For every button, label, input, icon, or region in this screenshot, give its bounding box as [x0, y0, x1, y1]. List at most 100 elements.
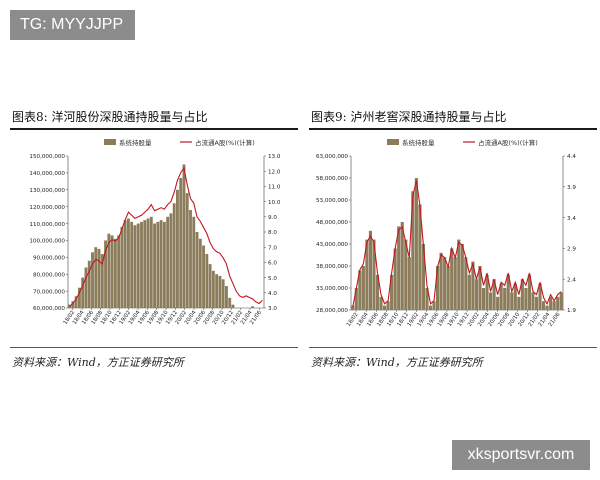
bar [506, 274, 510, 310]
bar [251, 306, 254, 308]
y-right-tick-label: 1.9 [567, 308, 576, 314]
bar [517, 296, 521, 310]
title-rule [309, 128, 597, 130]
bar [390, 274, 394, 310]
bar [208, 264, 212, 308]
y-left-tick-label: 63,000,000 [316, 154, 348, 160]
y-right-tick-label: 10.0 [268, 200, 281, 206]
bar [110, 235, 114, 308]
bar [453, 257, 457, 310]
bar [559, 292, 563, 310]
bar [159, 220, 163, 308]
y-right-tick-label: 3.4 [567, 216, 576, 222]
figure-8: 图表8: 洋河股份深股通持股量与占比 系统持股量 占流通A股(%)(计算) 150,… [10, 108, 298, 370]
y-left-tick-label: 53,000,000 [316, 198, 348, 204]
bar [397, 226, 401, 310]
y-left-tick-label: 120,000,000 [29, 205, 65, 211]
y-right-tick-label: 2.4 [567, 277, 576, 283]
y-left-tick-label: 60,000,000 [33, 306, 65, 312]
bar [215, 274, 219, 308]
figure-source: 资料来源：Wind，方正证券研究所 [311, 356, 483, 369]
y-right-tick-label: 2.9 [567, 247, 576, 253]
bar [136, 223, 140, 308]
bar [78, 287, 81, 308]
bar [71, 301, 75, 308]
bar [172, 203, 176, 308]
bar [407, 257, 411, 310]
bar [162, 221, 166, 308]
bar [513, 283, 517, 310]
y-left-tick-label: 38,000,000 [316, 264, 348, 270]
y-left-tick-label: 28,000,000 [316, 308, 348, 314]
bar [538, 283, 542, 310]
bar [418, 204, 422, 310]
bar [87, 260, 91, 308]
bar [354, 288, 358, 310]
bar [439, 252, 443, 310]
bar [457, 239, 461, 310]
bar [425, 288, 429, 310]
bar [179, 177, 183, 308]
bar [414, 178, 418, 310]
bar [211, 270, 215, 308]
y-right-tick-label: 5.0 [268, 276, 277, 282]
bar [81, 277, 85, 308]
y-left-tick-label: 80,000,000 [33, 272, 65, 278]
y-left-tick-label: 100,000,000 [29, 239, 65, 245]
bar [166, 216, 170, 308]
bar [549, 296, 553, 310]
y-left-tick-label: 90,000,000 [33, 256, 65, 262]
y-left-tick-label: 43,000,000 [316, 242, 348, 248]
bar [127, 218, 130, 308]
y-left-tick-label: 150,000,000 [29, 154, 65, 160]
y-right-tick-label: 11.0 [268, 185, 281, 191]
bar [520, 279, 524, 310]
bar [189, 210, 192, 308]
bar [471, 261, 475, 310]
watermark: xksportsvr.com [452, 440, 590, 470]
y-right-tick-label: 3.9 [567, 185, 576, 191]
bar [218, 275, 222, 308]
figure-9: 图表9: 泸州老窖深股通持股量与占比 系统持股量 占流通A股(%)(计算) 63,0… [309, 108, 597, 370]
bar [117, 235, 121, 308]
bar [386, 301, 390, 310]
bar [485, 274, 489, 310]
bar [113, 238, 117, 308]
bar [84, 267, 88, 308]
y-left-tick-label: 70,000,000 [33, 289, 65, 295]
legend-bar-swatch [104, 139, 116, 145]
bar [94, 247, 98, 308]
bar [202, 245, 205, 308]
bar [228, 297, 232, 308]
bar [443, 257, 447, 310]
bar [556, 296, 560, 310]
bar [411, 191, 415, 310]
bar [123, 220, 127, 308]
y-left-tick-label: 48,000,000 [316, 220, 348, 226]
bar [499, 283, 503, 310]
chart-yanghe: 系统持股量 占流通A股(%)(计算) 150,000,000 140,000,000 1… [29, 138, 281, 326]
bar [107, 233, 111, 308]
bar [460, 244, 464, 310]
bar [358, 270, 362, 310]
header-badge: TG: MYYJJPP [10, 10, 135, 40]
bar [489, 292, 493, 310]
bar [140, 221, 143, 308]
bar [198, 238, 202, 308]
bar [503, 288, 507, 310]
y-right-tick-label: 12.0 [268, 169, 281, 175]
ratio-line [352, 180, 562, 308]
bar [492, 279, 496, 310]
bar [524, 288, 528, 310]
bar [446, 266, 450, 310]
figure-title: 图表9: 泸州老窖深股通持股量与占比 [311, 110, 507, 124]
source-rule [309, 347, 597, 348]
bar [351, 305, 355, 310]
y-right-tick-label: 3.0 [268, 306, 277, 312]
bar [185, 193, 189, 308]
y-left-tick-label: 33,000,000 [316, 286, 348, 292]
bar [450, 248, 454, 310]
y-right-tick-label: 6.0 [268, 261, 277, 267]
y-right-tick-label: 7.0 [268, 245, 277, 251]
legend-bar-label: 系统持股量 [402, 138, 435, 147]
